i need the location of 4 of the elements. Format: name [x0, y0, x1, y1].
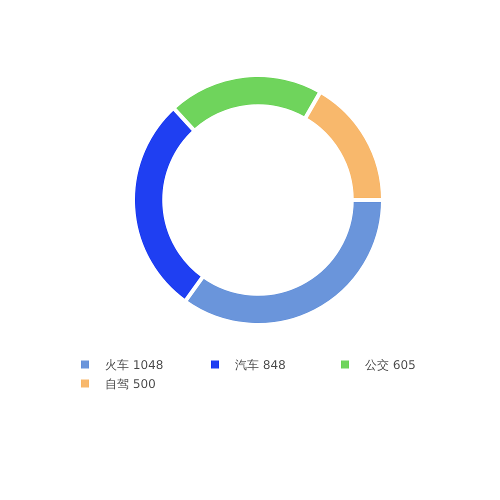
legend-label: 汽车 848 [235, 358, 286, 372]
legend-label: 公交 605 [365, 358, 416, 372]
legend-label: 自驾 500 [105, 377, 156, 392]
legend-label: 火车 1048 [105, 358, 164, 372]
